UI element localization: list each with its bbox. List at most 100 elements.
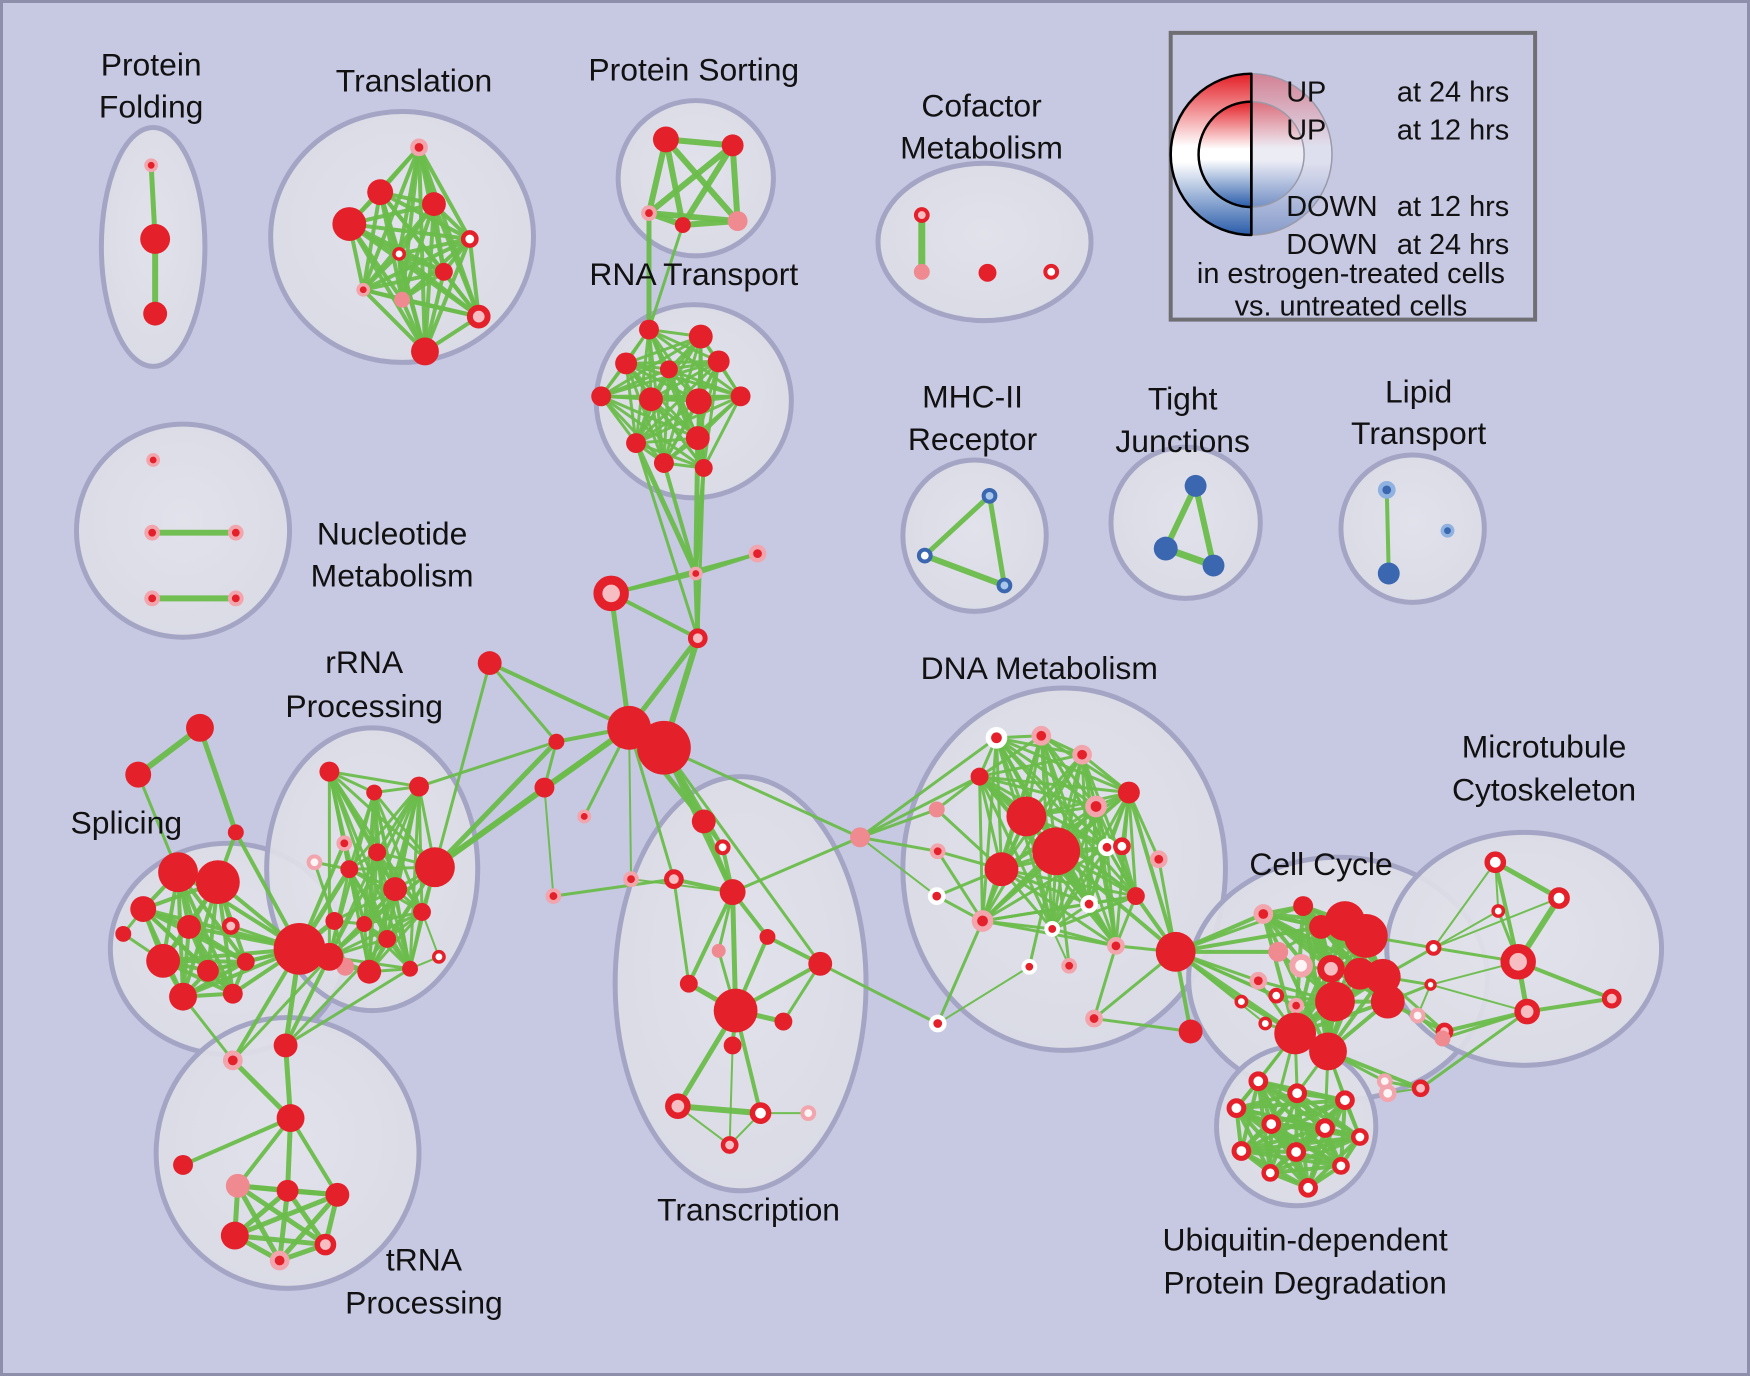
- interaction-edge: [327, 867, 351, 959]
- cluster-label-line: Transcription: [657, 1192, 840, 1228]
- interaction-edge: [634, 394, 743, 445]
- interaction-edge: [1239, 1126, 1328, 1153]
- gene-node-ub11: [1261, 1164, 1280, 1182]
- interaction-edge: [408, 910, 424, 971]
- interaction-edge: [284, 937, 389, 1047]
- gene-node-rr1: [319, 761, 340, 782]
- cluster-label-line: Processing: [285, 688, 443, 724]
- cluster-label-protein-sorting: Protein Sorting: [588, 52, 799, 88]
- cluster-ellipse-lipid-transport: [1338, 452, 1487, 605]
- interaction-edge: [921, 552, 1008, 589]
- legend-direction-label: UP: [1286, 77, 1326, 109]
- cluster-label-line: Metabolism: [311, 557, 474, 593]
- interaction-edge: [487, 661, 632, 730]
- interaction-edge: [686, 890, 735, 986]
- cluster-label-splicing: Splicing: [70, 804, 182, 840]
- interaction-edge: [1054, 849, 1178, 954]
- gene-node-tx14: [749, 1102, 772, 1124]
- gene-node-cc15: [1258, 1016, 1273, 1031]
- legend-caption-line: in estrogen-treated cells: [1197, 258, 1505, 290]
- interaction-edge: [488, 661, 558, 744]
- gene-node-ps4: [674, 217, 691, 233]
- gene-node-ch1: [688, 566, 703, 581]
- legend-caption-line: vs. untreated cells: [1235, 291, 1468, 323]
- legend-time-label: at 12 hrs: [1397, 191, 1509, 223]
- gene-node-ch4: [687, 628, 708, 649]
- cluster-label-tight-junctions: Tight Junctions: [1115, 380, 1250, 459]
- gene-node-cc18: [1274, 1012, 1317, 1055]
- interaction-edge: [347, 222, 472, 241]
- interaction-edge: [987, 493, 1007, 588]
- gene-node-tn1: [225, 1173, 250, 1198]
- gene-node-lt2: [1377, 562, 1400, 585]
- gene-node-dn15: [1021, 958, 1038, 975]
- interaction-edge: [1192, 482, 1217, 569]
- interaction-edge: [361, 269, 446, 292]
- gene-node-nm5: [227, 590, 244, 607]
- gene-node-ub1: [1248, 1071, 1269, 1092]
- gene-node-br3: [577, 809, 592, 824]
- gene-node-tr11: [411, 337, 439, 366]
- gene-node-rr6: [368, 843, 387, 862]
- gene-node-ps3: [641, 205, 657, 221]
- cluster-label-translation: Translation: [336, 63, 492, 99]
- gene-node-rr14: [402, 960, 419, 977]
- interaction-edge: [935, 775, 982, 811]
- interaction-edge: [633, 440, 699, 576]
- interaction-edge: [662, 136, 686, 229]
- interaction-edge: [431, 202, 481, 319]
- cluster-label-line: Translation: [336, 63, 492, 99]
- interaction-edge: [232, 1192, 340, 1239]
- interaction-edge: [375, 850, 412, 971]
- interaction-edge: [599, 359, 721, 398]
- gene-node-rr13: [378, 929, 397, 948]
- interaction-edge: [361, 236, 472, 292]
- interaction-edge: [1105, 845, 1138, 898]
- cluster-label-line: Protein Sorting: [588, 52, 799, 88]
- gene-node-tn6: [269, 1250, 290, 1271]
- gene-node-tx2: [714, 839, 731, 856]
- cluster-label-line: Protein: [101, 47, 202, 83]
- gene-node-ub9: [1286, 1142, 1307, 1162]
- interaction-edge: [393, 887, 412, 971]
- gene-node-rt13: [694, 459, 713, 477]
- gene-node-mh2: [916, 547, 933, 564]
- interaction-edge: [1127, 791, 1138, 898]
- gene-node-tr7: [434, 262, 453, 281]
- interaction-edge: [818, 962, 940, 1026]
- interaction-edge: [232, 1233, 328, 1248]
- interaction-edge: [1039, 734, 1118, 948]
- gene-node-cc6: [1268, 941, 1289, 962]
- legend-time-label: at 12 hrs: [1397, 114, 1509, 146]
- gene-node-cc19: [1309, 1032, 1347, 1071]
- interaction-edge: [1441, 1010, 1529, 1040]
- gene-node-nm2: [144, 524, 161, 541]
- interaction-edge: [693, 571, 701, 641]
- interaction-edge: [662, 367, 671, 465]
- gene-node-tn2: [276, 1179, 299, 1202]
- gene-node-dn7: [1085, 795, 1107, 818]
- interaction-edge: [978, 775, 1054, 931]
- gene-node-tx17: [623, 871, 639, 888]
- gene-node-spC: [227, 824, 244, 841]
- gene-node-cc11: [1249, 971, 1268, 990]
- gene-node-tx4: [545, 888, 562, 904]
- gene-node-sp8: [236, 952, 255, 971]
- interaction-edge: [362, 910, 424, 926]
- gene-node-sp3: [130, 896, 157, 922]
- gene-node-rt6: [591, 386, 612, 407]
- cluster-label-line: Receptor: [908, 421, 1038, 457]
- gene-node-cf2: [913, 263, 930, 280]
- gene-node-pf2: [140, 224, 171, 254]
- cluster-label-line: Microtubule: [1462, 729, 1627, 765]
- gene-node-mh3: [996, 577, 1013, 594]
- gene-node-sp5: [221, 917, 240, 935]
- gene-node-hubC: [1155, 931, 1196, 972]
- gene-node-sp6: [146, 943, 181, 978]
- gene-node-dnB1: [1006, 796, 1047, 837]
- cluster-label-trna-processing: tRNA Processing: [345, 1241, 503, 1320]
- gene-node-dn5: [928, 801, 945, 818]
- interaction-edge: [1384, 487, 1391, 576]
- gene-node-dn23: [1178, 1019, 1203, 1044]
- interaction-edge: [674, 1103, 764, 1117]
